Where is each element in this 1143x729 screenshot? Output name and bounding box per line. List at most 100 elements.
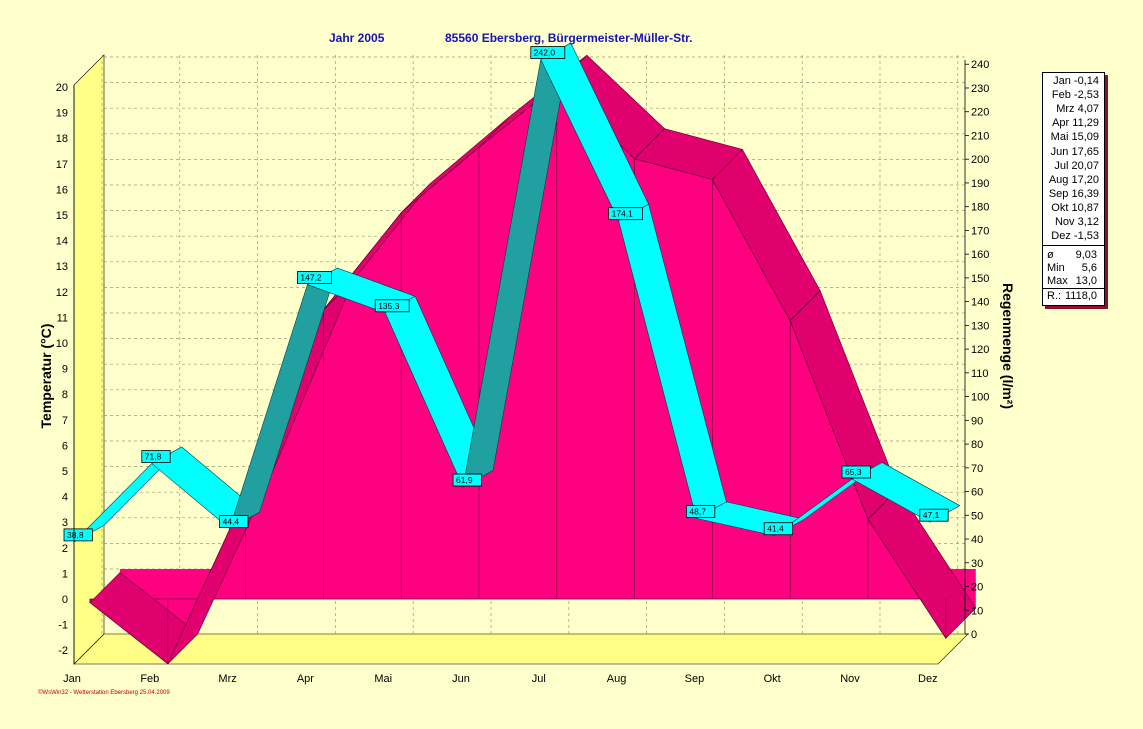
y2-tick-label: 50 <box>971 510 983 522</box>
y-tick-label: 16 <box>56 184 68 196</box>
legend-month-value: -2,53 <box>1073 89 1099 102</box>
x-tick-label-Jan: Jan <box>63 673 81 685</box>
legend-stat-name: Max <box>1047 275 1068 287</box>
legend-stat-row: Max 13,0 <box>1043 275 1101 288</box>
y2-tick-label: 180 <box>971 202 989 214</box>
rain-label-Jan: 38,8 <box>67 530 84 540</box>
y-tick-label: 8 <box>62 389 68 401</box>
y2-tick-label: 240 <box>971 59 989 71</box>
legend-month-name: Apr <box>1052 117 1070 130</box>
y2-tick-label: 80 <box>971 439 983 451</box>
x-tick-label-Dez: Dez <box>918 673 938 685</box>
y-tick-label: 12 <box>56 287 68 299</box>
y-tick-label: 10 <box>56 338 68 350</box>
x-tick-label-Mai: Mai <box>374 673 392 685</box>
rain-label-Dez: 47,1 <box>923 510 940 520</box>
legend-stat-value: 9,03 <box>1075 249 1097 261</box>
legend-month-Nov: Nov 3,12 <box>1043 216 1099 229</box>
rain-marker-Feb <box>141 450 171 463</box>
y2-tick-label: 70 <box>971 463 983 475</box>
legend-month-value: 4,07 <box>1077 103 1099 116</box>
rain-marker-Mai <box>374 299 410 313</box>
y-tick-label: 2 <box>62 543 68 555</box>
legend-month-Aug: Aug 17,20 <box>1043 174 1099 187</box>
rain-marker-Okt <box>763 522 794 536</box>
legend-month-Jul: Jul 20,07 <box>1043 160 1099 173</box>
legend-month-Sep: Sep 16,39 <box>1043 188 1099 201</box>
x-tick-label-Okt: Okt <box>764 673 781 685</box>
chart-title-year: Jahr 2005 <box>329 31 385 45</box>
legend-month-name: Mai <box>1050 131 1069 144</box>
y2-tick-label: 100 <box>971 392 989 404</box>
y-tick-label: 6 <box>62 440 68 452</box>
legend-month-value: 17,20 <box>1071 173 1099 186</box>
legend-month-value: 15,09 <box>1071 131 1099 144</box>
rain-marker-Jun <box>452 473 482 487</box>
rain-label-Jun: 61,9 <box>456 475 473 485</box>
y2-tick-label: 30 <box>971 558 983 570</box>
legend-stat-row: ø 9,03 <box>1043 249 1101 262</box>
y-tick-label: 4 <box>62 492 68 504</box>
x-tick-label-Aug: Aug <box>607 673 627 685</box>
y-tick-label: 9 <box>62 364 68 376</box>
rain-marker-Nov <box>841 465 871 479</box>
chart-title-station: 85560 Ebersberg, Bürgermeister-Müller-St… <box>445 31 693 45</box>
y2-tick-label: 130 <box>971 320 989 332</box>
footer-credit: ©WsWin32 - Wetterstation Ebersberg 25.04… <box>38 690 170 696</box>
legend-total-row: R.: 1118,0 <box>1043 290 1101 303</box>
legend-month-name: Jun <box>1050 145 1069 158</box>
x-tick-label-Nov: Nov <box>840 673 860 685</box>
x-tick-label-Jul: Jul <box>532 673 546 685</box>
legend-stat-name: Min <box>1047 262 1065 274</box>
legend-month-Okt: Okt 10,87 <box>1043 202 1099 215</box>
rain-marker-Dez <box>919 508 949 522</box>
legend-month-Apr: Apr 11,29 <box>1043 117 1099 130</box>
y-tick-label: 7 <box>62 415 68 427</box>
legend-month-name: Aug <box>1048 173 1069 186</box>
legend-separator <box>1043 245 1104 246</box>
y2-tick-label: 210 <box>971 130 989 142</box>
y-tick-label: 5 <box>62 466 68 478</box>
rain-label-Mrz: 44,4 <box>223 517 240 527</box>
rain-marker-Apr <box>296 271 332 284</box>
legend-stat-name: ø <box>1047 249 1054 261</box>
legend-month-name: Dez <box>1051 230 1071 243</box>
legend-month-Mrz: Mrz 4,07 <box>1043 103 1099 116</box>
legend-stat-value: 13,0 <box>1075 275 1097 287</box>
y2-tick-label: 110 <box>971 368 989 380</box>
legend-stat-row: Min 5,6 <box>1043 262 1101 275</box>
y-tick-label: 3 <box>62 517 68 529</box>
rain-marker-Aug <box>608 207 643 221</box>
legend-month-Jan: Jan -0,14 <box>1043 75 1099 88</box>
x-tick-label-Sep: Sep <box>685 673 705 685</box>
x-tick-label-Feb: Feb <box>140 673 159 685</box>
y-tick-label: 17 <box>56 159 68 171</box>
legend-month-name: Sep <box>1048 187 1069 200</box>
legend-month-Jun: Jun 17,65 <box>1043 146 1099 159</box>
y-tick-label: 18 <box>56 133 68 145</box>
rain-label-Jul: 242,0 <box>534 47 556 57</box>
y2-tick-label: 40 <box>971 534 983 546</box>
legend-total-name: R.: <box>1047 290 1062 302</box>
y2-axis-title: Regenmenge (l/m²) <box>1000 282 1016 409</box>
y-tick-label: -2 <box>58 645 68 657</box>
legend-box: Jan -0,14 Feb -2,53 Mrz 4,07 Apr 11,29 Mai 1… <box>1042 72 1105 306</box>
plot-left-wall <box>73 54 105 665</box>
rain-label-Feb: 71,8 <box>145 452 162 462</box>
rain-label-Apr: 147,2 <box>300 273 322 283</box>
y2-tick-label: 200 <box>971 154 989 166</box>
y-tick-label: 20 <box>56 82 68 94</box>
y2-tick-label: 230 <box>971 83 989 95</box>
y2-tick-label: 190 <box>971 178 989 190</box>
rain-marker-Jul <box>530 46 566 59</box>
y-tick-label: 15 <box>56 210 68 222</box>
y2-tick-label: 10 <box>971 605 983 617</box>
legend-stat-value: 5,6 <box>1081 262 1097 274</box>
rain-label-Sep: 48,7 <box>689 506 706 516</box>
legend-month-name: Feb <box>1051 89 1071 102</box>
y2-tick-label: 220 <box>971 107 989 119</box>
rain-label-Aug: 174,1 <box>612 209 634 219</box>
y2-tick-label: 170 <box>971 225 989 237</box>
legend-month-name: Mrz <box>1056 103 1075 116</box>
y-tick-label: 14 <box>56 236 68 248</box>
